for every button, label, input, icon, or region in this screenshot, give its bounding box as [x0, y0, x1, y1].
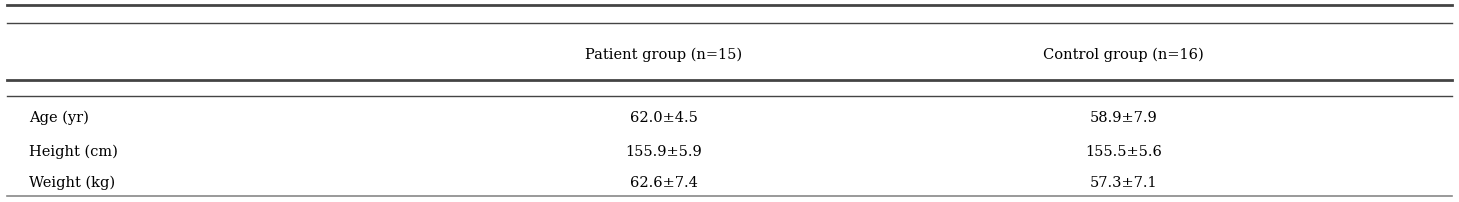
Text: 155.5±5.6: 155.5±5.6: [1085, 145, 1161, 158]
Text: 58.9±7.9: 58.9±7.9: [1090, 110, 1157, 124]
Text: Height (cm): Height (cm): [29, 144, 118, 159]
Text: 57.3±7.1: 57.3±7.1: [1090, 175, 1157, 189]
Text: 62.6±7.4: 62.6±7.4: [630, 175, 697, 189]
Text: 62.0±4.5: 62.0±4.5: [630, 110, 697, 124]
Text: Control group (n=16): Control group (n=16): [1043, 47, 1204, 62]
Text: 155.9±5.9: 155.9±5.9: [626, 145, 702, 158]
Text: Weight (kg): Weight (kg): [29, 175, 115, 189]
Text: Age (yr): Age (yr): [29, 110, 89, 124]
Text: Patient group (n=15): Patient group (n=15): [585, 47, 743, 62]
